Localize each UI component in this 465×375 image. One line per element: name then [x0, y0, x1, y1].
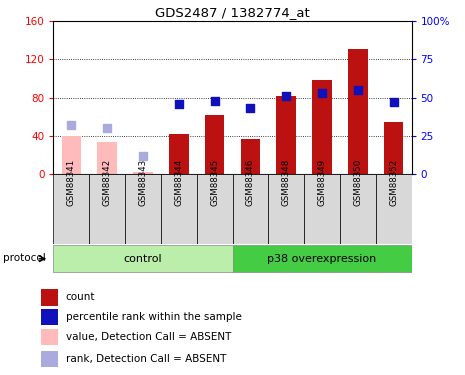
Text: GSM88346: GSM88346: [246, 158, 255, 206]
Bar: [197, 174, 232, 244]
Bar: [53, 174, 89, 244]
Point: [354, 87, 361, 93]
Bar: [232, 245, 412, 272]
Text: GSM88341: GSM88341: [67, 158, 76, 206]
Bar: [276, 96, 296, 174]
Text: value, Detection Call = ABSENT: value, Detection Call = ABSENT: [66, 332, 231, 342]
Bar: [205, 115, 225, 174]
Text: GSM88344: GSM88344: [174, 158, 183, 206]
Bar: [41, 329, 58, 345]
Point: [318, 90, 325, 96]
Bar: [312, 80, 332, 174]
Text: GSM88352: GSM88352: [389, 158, 398, 206]
Bar: [240, 139, 260, 174]
Bar: [384, 122, 404, 174]
Bar: [41, 290, 58, 306]
Text: GSM88350: GSM88350: [353, 158, 362, 206]
Text: GSM88348: GSM88348: [282, 158, 291, 206]
Text: rank, Detection Call = ABSENT: rank, Detection Call = ABSENT: [66, 354, 226, 364]
Bar: [133, 172, 153, 174]
Text: GSM88342: GSM88342: [103, 158, 112, 206]
Bar: [376, 174, 412, 244]
Bar: [89, 174, 125, 244]
Text: GSM88345: GSM88345: [210, 158, 219, 206]
Bar: [169, 134, 189, 174]
Point: [390, 99, 397, 105]
Point: [282, 93, 290, 99]
Text: control: control: [124, 254, 162, 264]
Bar: [125, 174, 161, 244]
Bar: [232, 174, 268, 244]
Point: [246, 105, 254, 111]
Bar: [304, 174, 340, 244]
Point: [67, 122, 75, 128]
Text: GSM88349: GSM88349: [318, 159, 326, 206]
Bar: [268, 174, 304, 244]
Bar: [97, 142, 117, 174]
Bar: [340, 174, 376, 244]
Bar: [348, 50, 368, 174]
Point: [139, 153, 146, 159]
Text: GSM88343: GSM88343: [139, 158, 147, 206]
Text: count: count: [66, 292, 95, 303]
Bar: [53, 245, 232, 272]
Text: protocol: protocol: [3, 253, 46, 263]
Point: [175, 100, 182, 106]
Text: percentile rank within the sample: percentile rank within the sample: [66, 312, 242, 322]
Point: [211, 98, 218, 104]
Bar: [161, 174, 197, 244]
Point: [103, 125, 111, 131]
Bar: [41, 309, 58, 326]
Title: GDS2487 / 1382774_at: GDS2487 / 1382774_at: [155, 6, 310, 20]
Bar: [41, 351, 58, 367]
Text: p38 overexpression: p38 overexpression: [267, 254, 377, 264]
Bar: [61, 136, 81, 174]
